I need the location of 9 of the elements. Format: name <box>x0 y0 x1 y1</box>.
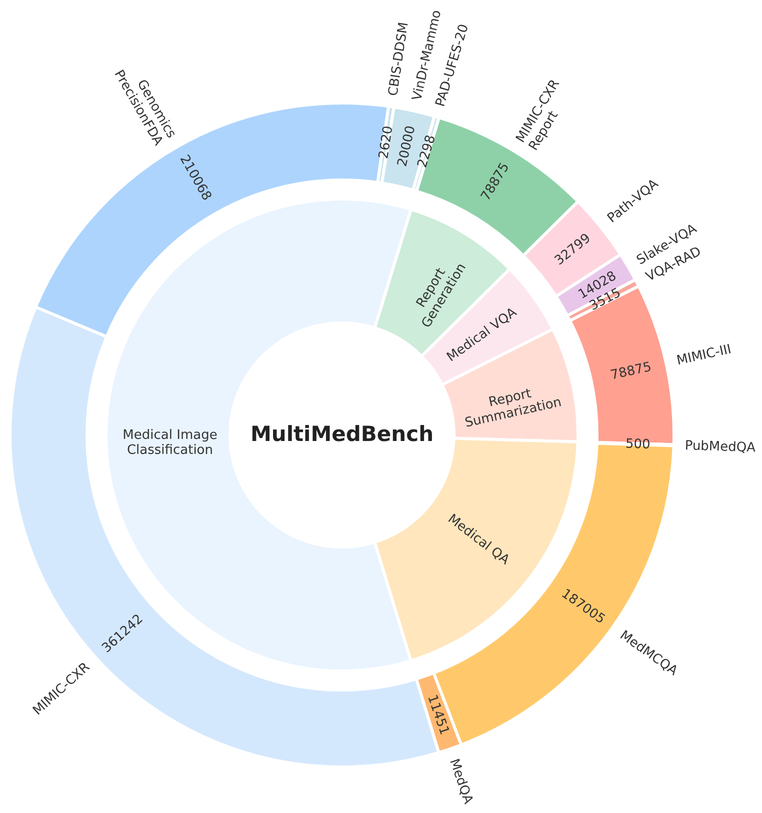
slice-label: PubMedQA <box>684 438 756 456</box>
text: MultiMedBench <box>250 422 434 446</box>
slice-label: CBIS-DDSM <box>386 21 412 97</box>
data-label: 11451 <box>424 693 452 738</box>
slice-label: MIMIC-III <box>675 342 733 369</box>
data-label: 2298 <box>415 133 439 170</box>
data-label: 78875 <box>609 360 653 384</box>
data-label: 2620 <box>376 124 396 160</box>
slice-label: Medical Image Classification <box>122 428 218 458</box>
